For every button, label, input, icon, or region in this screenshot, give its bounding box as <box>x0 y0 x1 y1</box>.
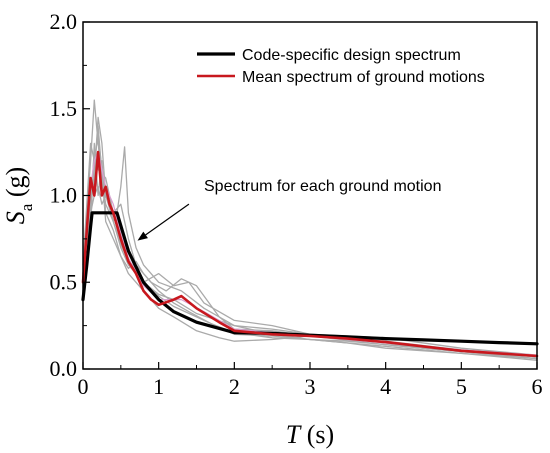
y-tick-label: 1.0 <box>50 183 78 208</box>
x-tick-label: 6 <box>532 374 543 399</box>
y-tick-label: 0.5 <box>50 269 78 294</box>
ground-motion-spectrum-line <box>82 116 538 360</box>
ground-motion-spectrum-line <box>82 99 538 360</box>
x-tick-label: 4 <box>380 374 391 399</box>
annotation: Spectrum for each ground motion <box>137 178 441 241</box>
ticks-layer: 0 1 2 3 4 5 6 0.0 0.5 1.0 1.5 2.0 <box>50 9 543 399</box>
ground-motion-spectrum-line <box>82 142 538 358</box>
y-axis-unit: (g) <box>1 167 30 204</box>
annotation-arrowhead <box>137 231 148 241</box>
x-tick-label: 3 <box>305 374 316 399</box>
ground-motion-spectrum-line <box>82 134 538 361</box>
x-tick-label: 2 <box>229 374 240 399</box>
legend-label: Mean spectrum of ground motions <box>242 69 485 86</box>
annotation-arrow <box>145 203 190 236</box>
y-tick-label: 1.5 <box>50 96 78 121</box>
y-axis-subscript: a <box>17 203 36 211</box>
y-tick-label: 2.0 <box>50 9 78 34</box>
x-axis-label: T (s) <box>286 420 334 449</box>
x-axis-symbol: T <box>286 420 302 449</box>
mean-spectrum-line <box>81 150 539 358</box>
ground-motion-spectrum-line <box>82 125 538 360</box>
y-axis-label: Sa (g) <box>1 167 36 224</box>
legend: Code-specific design spectrum Mean spectr… <box>197 47 485 86</box>
design-spectrum-line <box>81 211 539 346</box>
x-tick-label: 0 <box>78 374 89 399</box>
x-axis-unit: (s) <box>300 420 334 449</box>
y-tick-label: 0.0 <box>50 356 78 381</box>
y-axis-symbol: S <box>1 211 30 224</box>
x-tick-label: 5 <box>456 374 467 399</box>
x-tick-label: 1 <box>153 374 164 399</box>
annotation-text: Spectrum for each ground motion <box>204 178 441 195</box>
legend-label: Code-specific design spectrum <box>242 47 461 64</box>
series-layer <box>81 99 539 361</box>
